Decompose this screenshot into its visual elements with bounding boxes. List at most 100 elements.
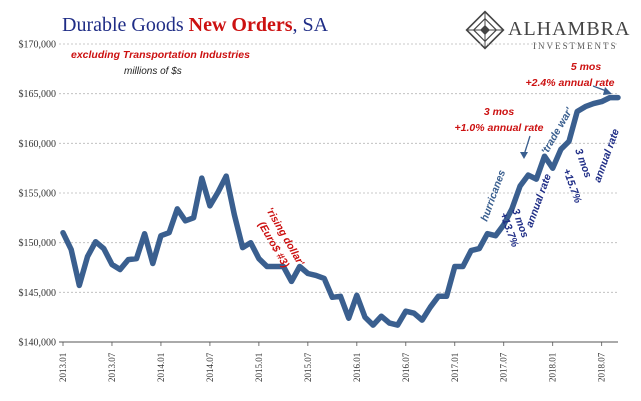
chart-subtitle: excluding Transportation Industries: [71, 49, 250, 61]
data-point: [201, 177, 203, 179]
arrowhead-3mos-c: [520, 152, 528, 159]
chart-title: Durable Goods New Orders, SA: [62, 14, 329, 36]
data-point: [307, 272, 309, 275]
annotation-5mos-rate: +2.4% annual rate: [526, 77, 615, 89]
y-tick-label: $140,000: [19, 338, 57, 349]
data-point: [478, 248, 480, 250]
data-point: [78, 284, 80, 286]
data-point: [315, 274, 317, 277]
data-point: [397, 324, 399, 326]
data-point: [233, 214, 235, 216]
data-point: [429, 306, 431, 308]
annotation-5mos-label: 5 mos: [571, 61, 602, 73]
annotation-3mos-c-rate: +1.0% annual rate: [455, 122, 544, 134]
data-point: [86, 255, 89, 258]
x-axis-ticks: 2013.01 2013.07 2014.01 2014.07 2015.01 2015.…: [58, 342, 607, 382]
x-tick-label: 2016.01: [352, 353, 362, 382]
chart-title-part-1: Durable Goods: [62, 14, 189, 36]
x-tick-label: 2015.07: [303, 352, 313, 382]
x-tick-label: 2013.01: [58, 353, 68, 382]
x-tick-label: 2014.07: [205, 352, 215, 382]
annotation-3mos-b-rate: annual rate: [592, 127, 622, 184]
data-point: [176, 208, 178, 210]
y-tick-label: $145,000: [19, 288, 57, 299]
data-point: [241, 247, 244, 249]
data-point: [421, 319, 423, 321]
data-point: [348, 317, 350, 319]
data-point: [454, 265, 456, 268]
data-point: [617, 97, 619, 99]
data-point: [446, 295, 448, 297]
data-point: [543, 155, 546, 157]
diamond-logo-icon: [465, 10, 505, 50]
series-layer: [60, 94, 621, 328]
arrowhead-5mos: [603, 87, 612, 95]
data-point: [560, 148, 562, 150]
data-point: [144, 233, 146, 235]
data-point: [388, 322, 391, 324]
data-point: [552, 167, 554, 169]
data-point: [339, 295, 342, 297]
data-point: [380, 315, 382, 317]
x-tick-label: 2013.07: [107, 352, 117, 382]
data-point: [413, 312, 415, 314]
data-point: [209, 205, 211, 207]
data-point: [299, 265, 301, 268]
data-point: [462, 265, 464, 268]
chart-title-part-3: , SA: [293, 14, 329, 36]
data-point: [95, 241, 97, 243]
x-tick-label: 2017.07: [499, 352, 509, 382]
annotations: 'rising dollar' (Euro$ #3) hurricanes 't…: [255, 61, 622, 270]
data-point: [290, 280, 293, 283]
annotation-3mos-a-rate: annual rate: [524, 172, 554, 229]
data-point: [356, 294, 358, 296]
data-point: [266, 265, 268, 268]
data-point: [576, 110, 578, 113]
data-point: [568, 140, 570, 142]
data-point: [331, 296, 333, 298]
data-point: [258, 257, 260, 260]
data-point: [584, 105, 586, 108]
data-point: [225, 175, 227, 177]
data-point: [364, 316, 366, 318]
chart-title-part-2: New Orders: [189, 14, 293, 36]
data-point: [62, 232, 64, 234]
data-point: [250, 242, 252, 244]
y-tick-label: $160,000: [19, 139, 57, 150]
data-point: [217, 191, 219, 193]
data-point: [282, 265, 284, 268]
x-tick-label: 2015.01: [254, 353, 264, 382]
x-tick-label: 2018.01: [548, 353, 558, 382]
data-point: [111, 263, 113, 266]
data-point: [511, 208, 513, 210]
data-point: [152, 262, 154, 265]
data-point: [192, 217, 195, 219]
y-tick-label: $170,000: [19, 40, 57, 51]
x-tick-label: 2018.07: [597, 352, 607, 382]
data-point: [274, 265, 276, 268]
annotation-3mos-b-label: 3 mos: [572, 147, 594, 180]
y-tick-label: $155,000: [19, 189, 57, 200]
x-tick-label: 2017.01: [450, 353, 460, 382]
y-tick-label: $150,000: [19, 238, 57, 249]
data-point: [160, 235, 162, 237]
data-point: [592, 103, 595, 105]
gridlines: [59, 43, 618, 293]
alhambra-logo: ALHAMBRA INVESTMENTS: [465, 10, 630, 51]
data-point: [519, 185, 521, 187]
data-point: [609, 97, 611, 99]
units-label: millions of $s: [124, 66, 182, 77]
logo-name: ALHAMBRA: [508, 18, 630, 40]
data-point: [184, 220, 187, 222]
data-point: [535, 178, 537, 180]
logo-subtitle: INVESTMENTS: [533, 41, 618, 51]
y-tick-label: $165,000: [19, 89, 57, 100]
data-point: [323, 277, 325, 280]
data-point: [372, 324, 374, 326]
data-point: [103, 248, 105, 250]
data-point: [437, 295, 440, 297]
x-tick-label: 2014.01: [156, 353, 166, 382]
y-axis-ticks: $140,000 $145,000 $150,000 $155,000 $160,000…: [19, 40, 57, 349]
x-tick-label: 2016.07: [401, 352, 411, 382]
